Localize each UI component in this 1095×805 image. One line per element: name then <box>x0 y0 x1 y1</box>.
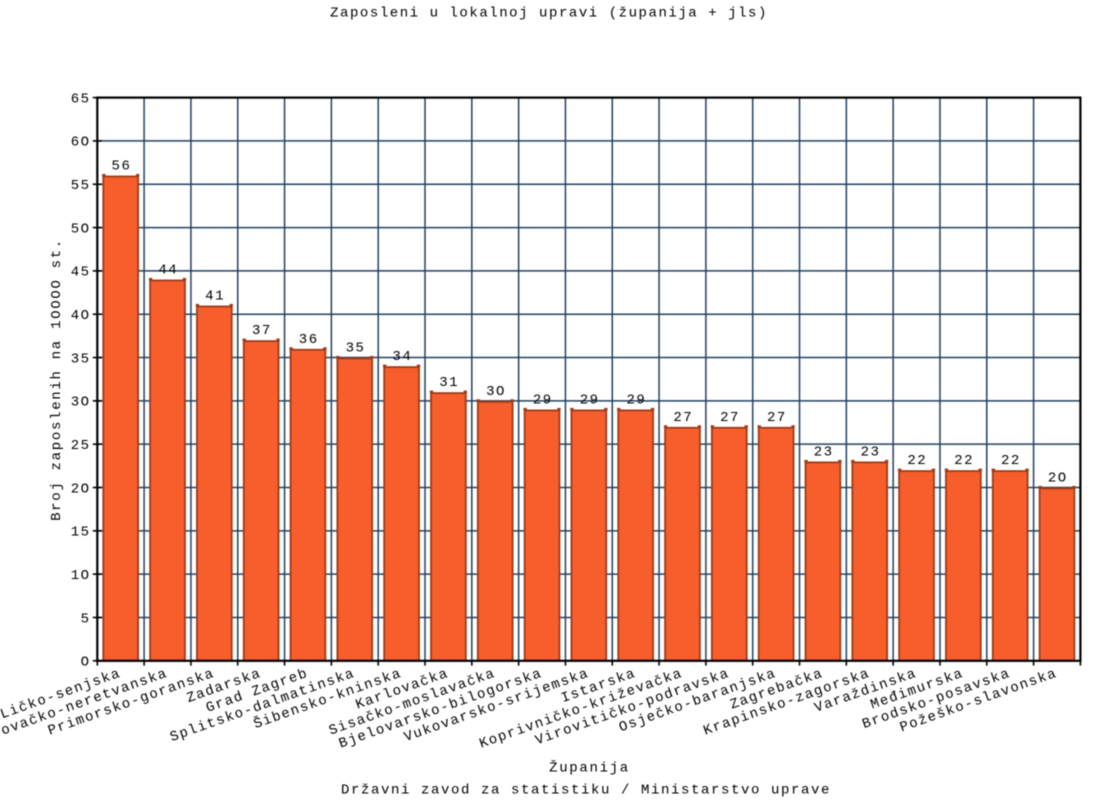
svg-text:34: 34 <box>392 349 412 365</box>
svg-text:31: 31 <box>439 375 459 391</box>
svg-text:5: 5 <box>81 611 91 627</box>
svg-text:29: 29 <box>627 393 647 409</box>
svg-text:29: 29 <box>533 393 553 409</box>
svg-text:1O: 1O <box>71 568 91 584</box>
svg-text:22: 22 <box>954 453 974 469</box>
svg-text:25: 25 <box>71 438 91 454</box>
svg-text:29: 29 <box>580 393 600 409</box>
svg-text:44: 44 <box>158 263 178 279</box>
svg-text:23: 23 <box>861 445 881 461</box>
svg-text:2O: 2O <box>71 481 91 497</box>
svg-text:35: 35 <box>346 341 366 357</box>
svg-text:35: 35 <box>71 351 91 367</box>
svg-text:65: 65 <box>71 91 91 107</box>
svg-text:Broj zaposlenih na 1OOOO st.: Broj zaposlenih na 1OOOO st. <box>49 238 65 521</box>
svg-text:3O: 3O <box>486 384 506 400</box>
svg-text:36: 36 <box>299 332 319 348</box>
svg-text:O: O <box>81 655 91 671</box>
svg-text:23: 23 <box>814 445 834 461</box>
svg-text:27: 27 <box>673 410 693 426</box>
svg-text:41: 41 <box>205 289 225 305</box>
svg-text:15: 15 <box>71 525 91 541</box>
svg-text:Županija: Županija <box>549 759 630 777</box>
svg-text:2O: 2O <box>1048 471 1068 487</box>
svg-text:4O: 4O <box>71 308 91 324</box>
svg-text:27: 27 <box>720 410 740 426</box>
svg-text:22: 22 <box>907 453 927 469</box>
svg-text:22: 22 <box>1001 453 1021 469</box>
svg-text:37: 37 <box>252 323 272 339</box>
svg-text:45: 45 <box>71 265 91 281</box>
svg-text:Državni zavod za statistiku /: Državni zavod za statistiku / Ministarst… <box>341 783 831 799</box>
svg-text:5O: 5O <box>71 221 91 237</box>
svg-text:6O: 6O <box>71 135 91 151</box>
svg-text:55: 55 <box>71 178 91 194</box>
svg-text:3O: 3O <box>71 395 91 411</box>
svg-text:27: 27 <box>767 410 787 426</box>
svg-text:56: 56 <box>112 159 132 175</box>
svg-text:Zaposleni u lokalnoj upravi (ž: Zaposleni u lokalnoj upravi (županija + … <box>330 6 768 22</box>
